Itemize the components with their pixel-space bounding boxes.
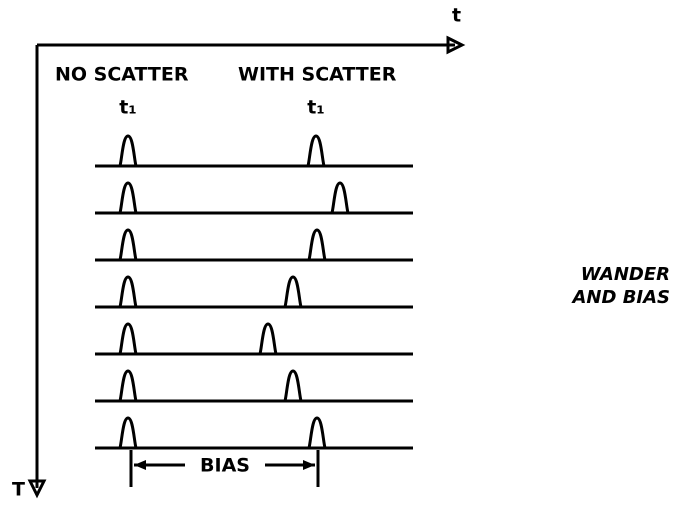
side-note: AND BIAS	[570, 287, 670, 308]
pulse-rows	[95, 134, 413, 450]
column-label: WITH SCATTER	[238, 64, 397, 86]
side-note: WANDER	[581, 264, 670, 285]
pulse	[307, 228, 327, 261]
bias-label: BIAS	[200, 455, 250, 477]
column-label: NO SCATTER	[55, 64, 189, 86]
trial-axis-arrow	[27, 479, 47, 499]
pulse	[118, 181, 138, 214]
pulse	[283, 275, 303, 308]
pulse	[118, 228, 138, 261]
pulse	[118, 322, 138, 355]
pulse	[118, 416, 138, 449]
pulse	[258, 322, 278, 355]
pulse	[118, 369, 138, 402]
pulse	[118, 275, 138, 308]
trial-axis-label: T	[12, 479, 25, 501]
pulse	[283, 369, 303, 402]
time-label: t₁	[307, 97, 324, 119]
pulse	[307, 416, 327, 449]
bias-ticks	[129, 450, 320, 487]
pulse	[306, 134, 326, 167]
time-axis-label: t	[452, 5, 461, 27]
time-axis-arrow	[446, 35, 466, 55]
pulse	[330, 181, 350, 214]
pulse	[118, 134, 138, 167]
time-label: t₁	[119, 97, 136, 119]
